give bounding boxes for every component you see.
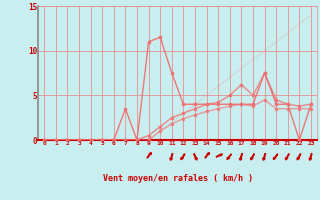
X-axis label: Vent moyen/en rafales ( km/h ): Vent moyen/en rafales ( km/h ) — [103, 174, 252, 183]
